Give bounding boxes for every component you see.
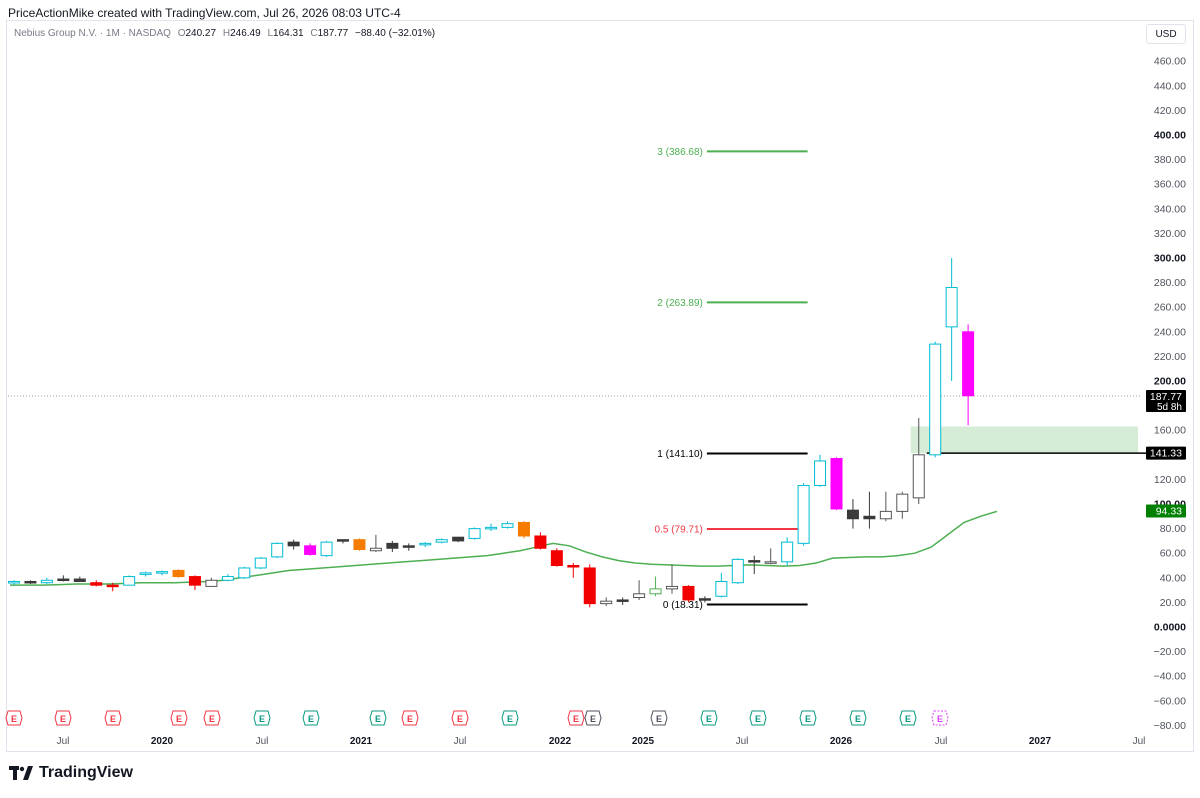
change-value: −88.40 (−32.01%) [355, 28, 436, 39]
high-value: 246.49 [230, 28, 261, 39]
tradingview-logo[interactable]: TradingView [9, 764, 133, 782]
brand-name: TradingView [39, 764, 133, 781]
close-label: C [310, 28, 318, 39]
low-value: 164.31 [273, 28, 304, 39]
open-label: O [177, 28, 186, 39]
chart-attribution: PriceActionMike created with TradingView… [8, 6, 401, 20]
currency-button[interactable]: USD [1146, 24, 1186, 44]
low-label: L [267, 28, 274, 39]
close-value: 187.77 [317, 28, 349, 39]
tradingview-logo-icon [9, 766, 33, 780]
symbol-legend: Nebius Group N.V. · 1M · NASDAQ O240.27 … [14, 28, 435, 39]
symbol-name: Nebius Group N.V. · 1M · NASDAQ [14, 28, 171, 39]
open-value: 240.27 [185, 28, 217, 39]
high-label: H [222, 28, 231, 39]
chart-frame [6, 20, 1194, 752]
